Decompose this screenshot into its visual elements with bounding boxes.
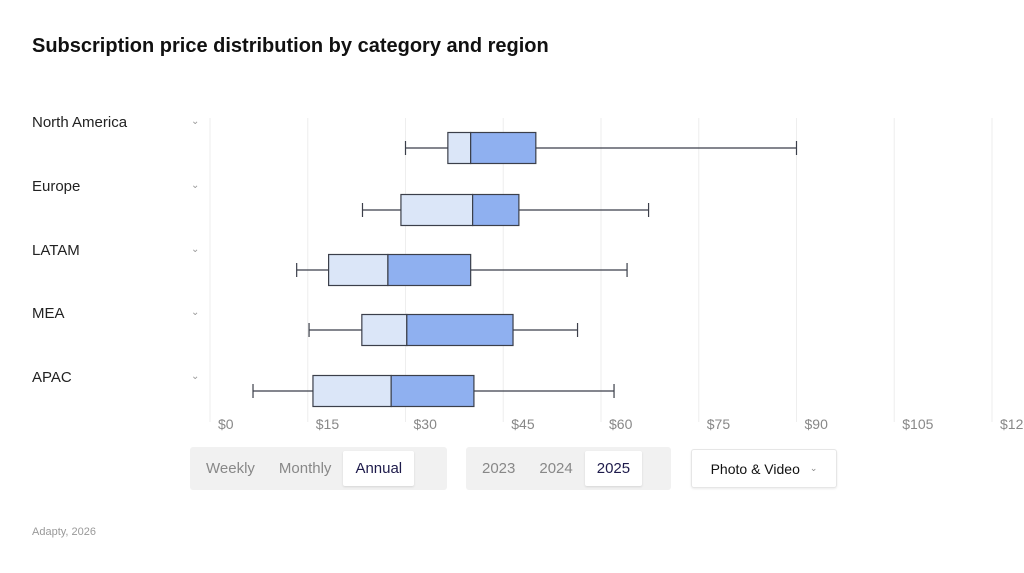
region-label: MEA <box>32 305 65 322</box>
x-tick-label: $15 <box>316 416 340 432</box>
box-lower-half <box>447 131 472 165</box>
region-label: Europe <box>32 178 81 195</box>
period-option-monthly[interactable]: Monthly <box>278 460 332 477</box>
box-lower-half <box>361 313 408 347</box>
year-option-2025[interactable]: 2025 <box>584 451 643 486</box>
period-option-annual[interactable]: Annual <box>343 451 415 486</box>
region-label: North America <box>32 114 128 131</box>
year-option-2023[interactable]: 2023 <box>482 460 516 477</box>
box-upper-half <box>470 131 537 165</box>
chevron-down-icon[interactable]: ⌄ <box>191 307 200 318</box>
x-tick-label: $0 <box>218 416 234 432</box>
year-option-2024[interactable]: 2024 <box>539 460 573 477</box>
x-tick-label: $105 <box>902 416 933 432</box>
source-footer: Adapty, 2026 <box>32 526 97 538</box>
category-dropdown-value: Photo & Video <box>710 460 800 477</box>
x-tick-label: $60 <box>609 416 633 432</box>
box-upper-half <box>387 253 472 287</box>
box-lower-half <box>312 374 392 408</box>
box-lower-half <box>400 193 474 227</box>
chevron-down-icon[interactable]: ⌄ <box>191 116 200 127</box>
box-upper-half <box>390 374 475 408</box>
category-dropdown[interactable]: Photo & Video ⌄ <box>691 449 837 488</box>
chevron-down-icon[interactable]: ⌄ <box>191 244 200 255</box>
x-tick-label: $90 <box>805 416 829 432</box>
chevron-down-icon[interactable]: ⌄ <box>191 180 200 191</box>
period-toggle: Weekly Monthly Annual <box>190 447 447 490</box>
region-label: APAC <box>32 369 72 386</box>
year-toggle: 2023 2024 2025 <box>466 447 671 490</box>
chevron-down-icon[interactable]: ⌄ <box>191 371 200 382</box>
box-upper-half <box>406 313 514 347</box>
box-lower-half <box>328 253 389 287</box>
period-option-weekly[interactable]: Weekly <box>206 460 255 477</box>
x-tick-label: $120 <box>1000 416 1024 432</box>
chevron-down-icon: ⌄ <box>809 463 818 473</box>
x-tick-label: $30 <box>414 416 438 432</box>
chart-title: Subscription price distribution by categ… <box>32 35 549 57</box>
x-tick-label: $45 <box>511 416 535 432</box>
x-tick-label: $75 <box>707 416 731 432</box>
box-upper-half <box>472 193 520 227</box>
region-label: LATAM <box>32 242 80 259</box>
